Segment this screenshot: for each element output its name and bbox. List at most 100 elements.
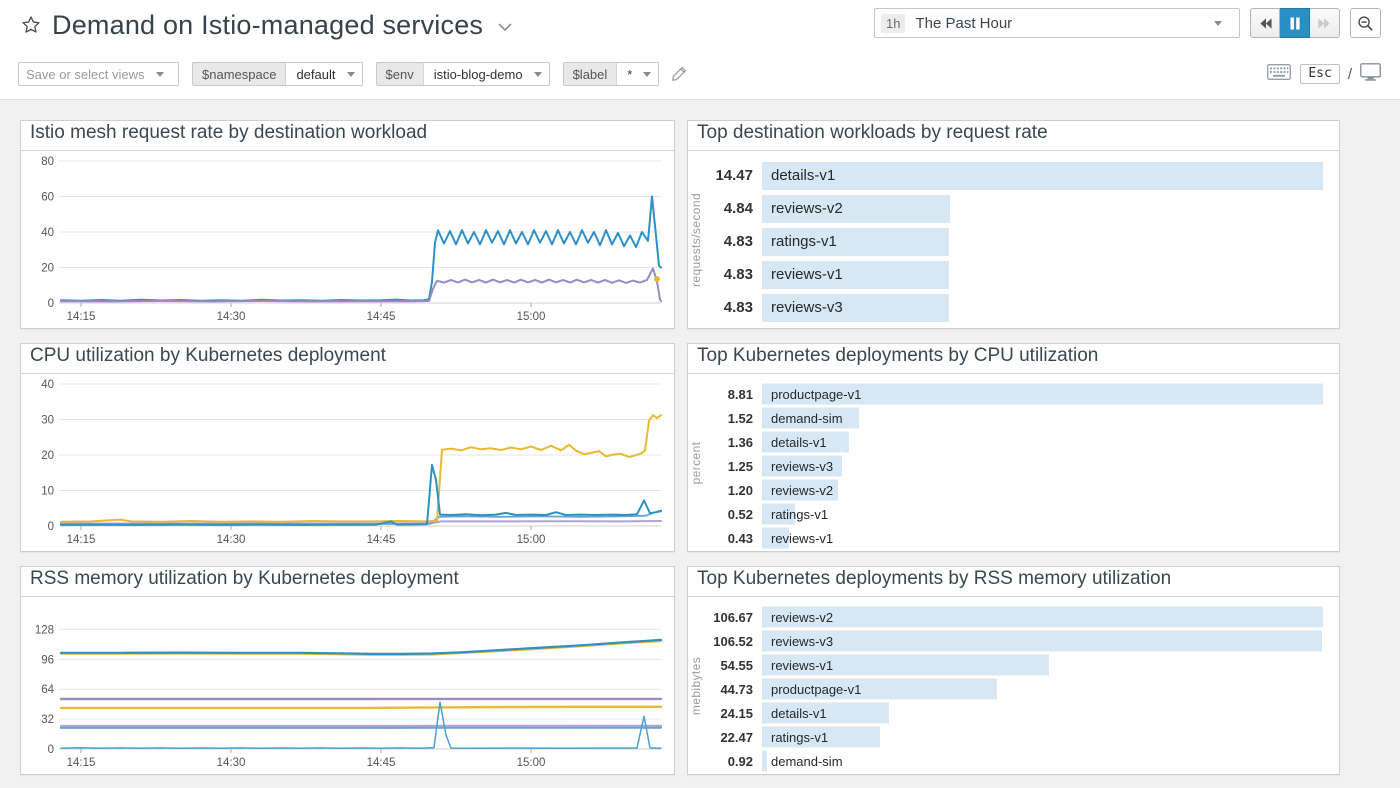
svg-text:14:45: 14:45 xyxy=(367,534,396,546)
rewind-icon xyxy=(1259,17,1272,29)
svg-text:14:15: 14:15 xyxy=(67,534,96,546)
pencil-icon xyxy=(672,66,687,81)
views-placeholder: Save or select views xyxy=(26,66,145,82)
variable-label-value: * xyxy=(627,66,633,82)
bar-row: 106.67 reviews-v2 xyxy=(702,605,1323,629)
bar-label: ratings-v1 xyxy=(771,233,837,250)
bar-row: 1.36 details-v1 xyxy=(702,430,1323,454)
bar-row: 4.83 reviews-v3 xyxy=(702,291,1323,324)
svg-text:14:15: 14:15 xyxy=(67,757,96,769)
bar-value: 4.84 xyxy=(723,200,753,217)
cpu-bar-chart[interactable]: percent 8.81 productpage-v1 1.52 demand-sim 1… xyxy=(688,374,1339,551)
svg-text:96: 96 xyxy=(41,654,54,666)
panel-rss-line: RSS memory utilization by Kubernetes dep… xyxy=(20,566,675,775)
request-rate-bar-chart[interactable]: requests/second 14.47 details-v1 4.84 review… xyxy=(688,151,1339,328)
bar-fill xyxy=(762,455,842,477)
chart-title[interactable]: Top destination workloads by request rat… xyxy=(688,121,1339,151)
chart-title[interactable]: Top Kubernetes deployments by CPU utiliz… xyxy=(688,344,1339,374)
variable-label[interactable]: $label * xyxy=(562,62,660,86)
playback-controls xyxy=(1250,8,1340,38)
bar-value: 106.67 xyxy=(713,609,753,625)
bar-value: 4.83 xyxy=(723,299,753,316)
bar-fill xyxy=(762,654,1049,676)
bar-value: 14.47 xyxy=(715,167,753,184)
time-range-badge: 1h xyxy=(881,13,906,33)
chart-title[interactable]: Istio mesh request rate by destination w… xyxy=(21,121,674,151)
bar-value: 1.25 xyxy=(727,458,753,474)
zoom-out-button[interactable] xyxy=(1350,8,1381,38)
bar-axis-unit-label: requests/second xyxy=(689,192,703,287)
variable-env[interactable]: $env istio-blog-demo xyxy=(375,62,550,86)
panel-request-rate-line: Istio mesh request rate by destination w… xyxy=(20,120,675,329)
bar-row: 0.92 demand-sim xyxy=(702,749,1323,773)
fast-forward-button[interactable] xyxy=(1310,8,1340,38)
svg-text:30: 30 xyxy=(41,415,54,427)
bar-fill xyxy=(762,161,1323,190)
request-rate-line-chart[interactable]: 0 20 40 60 80 14:15 14:30 14:45 15:00 xyxy=(21,151,674,328)
bar-fill xyxy=(762,527,790,549)
display-mode-button[interactable] xyxy=(1360,62,1381,86)
pause-button[interactable] xyxy=(1280,8,1310,38)
svg-text:40: 40 xyxy=(41,227,54,239)
variable-namespace-chevron-down-icon xyxy=(346,71,355,77)
bar-label: reviews-v2 xyxy=(771,609,834,625)
bar-fill xyxy=(762,260,950,289)
svg-text:14:15: 14:15 xyxy=(67,311,96,323)
bar-row: 8.81 productpage-v1 xyxy=(702,382,1323,406)
bar-row: 24.15 details-v1 xyxy=(702,701,1323,725)
svg-text:60: 60 xyxy=(41,192,54,204)
keyboard-shortcuts-button[interactable] xyxy=(1267,63,1292,85)
variable-namespace-value: default xyxy=(296,66,336,82)
bar-value: 4.83 xyxy=(723,266,753,283)
variable-label-chevron-down-icon xyxy=(643,71,652,77)
views-select[interactable]: Save or select views xyxy=(18,62,179,86)
favorite-star-icon[interactable] xyxy=(18,12,44,38)
dashboard-header: Demand on Istio-managed services 1h The … xyxy=(0,0,1400,99)
bar-axis-unit-label: percent xyxy=(689,441,703,484)
panel-cpu-bars: Top Kubernetes deployments by CPU utiliz… xyxy=(687,343,1340,552)
bar-row: 1.25 reviews-v3 xyxy=(702,454,1323,478)
bar-row: 106.52 reviews-v3 xyxy=(702,629,1323,653)
bar-label: reviews-v2 xyxy=(771,200,843,217)
svg-text:10: 10 xyxy=(41,486,54,498)
bar-value: 1.20 xyxy=(727,482,753,498)
svg-text:64: 64 xyxy=(41,684,54,696)
bar-row: 44.73 productpage-v1 xyxy=(702,677,1323,701)
cpu-line-chart[interactable]: 0 10 20 30 40 14:15 14:30 14:45 15:00 xyxy=(21,374,674,551)
bar-label: demand-sim xyxy=(771,753,843,769)
panel-request-rate-bars: Top destination workloads by request rat… xyxy=(687,120,1340,329)
chart-title[interactable]: CPU utilization by Kubernetes deployment xyxy=(21,344,674,374)
pause-icon xyxy=(1290,17,1300,29)
title-menu-chevron-down-icon[interactable] xyxy=(497,19,513,37)
variable-env-chevron-down-icon xyxy=(533,71,542,77)
bar-value: 0.52 xyxy=(727,506,753,522)
svg-text:0: 0 xyxy=(48,298,54,310)
bar-value: 54.55 xyxy=(720,657,753,673)
rss-bar-chart[interactable]: mebibytes 106.67 reviews-v2 106.52 reviews-v… xyxy=(688,597,1339,774)
bar-fill xyxy=(762,606,1323,628)
bar-row: 4.84 reviews-v2 xyxy=(702,192,1323,225)
dashboard-content: Istio mesh request rate by destination w… xyxy=(0,99,1400,788)
bar-label: ratings-v1 xyxy=(771,506,829,522)
variable-namespace[interactable]: $namespace default xyxy=(192,62,363,86)
svg-text:20: 20 xyxy=(41,450,54,462)
rewind-button[interactable] xyxy=(1250,8,1280,38)
page-title: Demand on Istio-managed services xyxy=(52,9,484,40)
bar-label: reviews-v3 xyxy=(771,633,834,649)
svg-text:20: 20 xyxy=(41,263,54,275)
time-range-picker[interactable]: 1h The Past Hour xyxy=(874,8,1240,38)
bar-row: 0.52 ratings-v1 xyxy=(702,502,1323,526)
bar-fill xyxy=(762,503,796,525)
monitor-icon xyxy=(1360,62,1381,81)
bar-value: 8.81 xyxy=(727,386,753,402)
esc-key-hint: Esc xyxy=(1300,64,1340,84)
rss-line-chart[interactable]: 0 32 64 96 128 14:15 14:30 14:45 15:00 xyxy=(21,597,674,774)
edit-variables-button[interactable] xyxy=(671,66,687,82)
bar-row: 14.47 details-v1 xyxy=(702,159,1323,192)
chart-title[interactable]: RSS memory utilization by Kubernetes dep… xyxy=(21,567,674,597)
bar-fill xyxy=(762,293,950,322)
bar-label: reviews-v1 xyxy=(771,530,834,546)
chart-title[interactable]: Top Kubernetes deployments by RSS memory… xyxy=(688,567,1339,597)
bar-label: details-v1 xyxy=(771,167,836,184)
slash-shortcut-hint: / xyxy=(1347,65,1352,83)
